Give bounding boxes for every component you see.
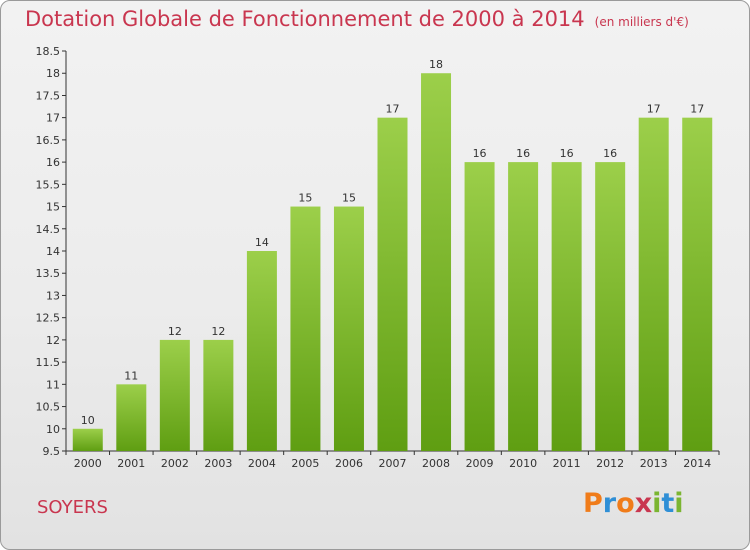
bar-value-label: 17 xyxy=(386,103,400,116)
bar xyxy=(508,162,539,451)
x-tick-label: 2011 xyxy=(553,457,581,470)
y-tick-label: 11.5 xyxy=(36,356,61,369)
x-tick-label: 2014 xyxy=(683,457,711,470)
bar-value-label: 16 xyxy=(603,147,617,160)
y-tick-label: 17 xyxy=(46,112,60,125)
y-tick-label: 12.5 xyxy=(36,312,61,325)
bar xyxy=(159,339,190,451)
bar-value-label: 15 xyxy=(342,192,356,205)
y-tick-label: 18.5 xyxy=(36,45,61,58)
logo-letter: r xyxy=(602,488,617,519)
bar xyxy=(638,117,669,452)
y-tick-label: 9.5 xyxy=(43,445,61,458)
chart-subtitle: (en milliers d'€) xyxy=(594,15,689,29)
x-tick-label: 2013 xyxy=(640,457,668,470)
x-tick-label: 2005 xyxy=(291,457,319,470)
y-tick-label: 18 xyxy=(46,67,60,80)
logo-letter: i xyxy=(674,488,684,519)
bar-value-label: 16 xyxy=(560,147,574,160)
bar xyxy=(682,117,713,452)
logo-letter: P xyxy=(583,488,603,519)
bar-value-label: 15 xyxy=(298,192,312,205)
bar xyxy=(421,73,452,451)
bar xyxy=(203,339,234,451)
bar xyxy=(377,117,408,452)
bar-value-label: 17 xyxy=(647,103,661,116)
y-tick-label: 10.5 xyxy=(36,401,61,414)
bar-value-label: 18 xyxy=(429,58,443,71)
x-tick-label: 2012 xyxy=(596,457,624,470)
bar-value-label: 16 xyxy=(473,147,487,160)
x-tick-label: 2006 xyxy=(335,457,363,470)
logo-letter: o xyxy=(616,488,635,519)
y-tick-label: 12 xyxy=(46,334,60,347)
chart-bars xyxy=(72,73,713,452)
y-tick-label: 17.5 xyxy=(36,89,61,102)
logo-letter: x xyxy=(634,488,653,519)
y-tick-label: 15 xyxy=(46,201,60,214)
bar xyxy=(290,206,321,451)
bar xyxy=(551,162,582,451)
y-tick-label: 15.5 xyxy=(36,178,61,191)
x-tick-label: 2000 xyxy=(74,457,102,470)
y-tick-label: 16 xyxy=(46,156,60,169)
logo-letter: i xyxy=(652,488,662,519)
bar xyxy=(246,251,277,451)
y-tick-label: 11 xyxy=(46,378,60,391)
proxiti-logo: Proxiti xyxy=(583,488,684,519)
x-tick-label: 2002 xyxy=(161,457,189,470)
bar xyxy=(116,384,147,451)
x-tick-label: 2003 xyxy=(204,457,232,470)
logo-letter: t xyxy=(661,488,675,519)
chart-data-labels: 10 11 12 12 14 15 15 17 18 16 16 16 16 17 17 xyxy=(81,58,704,427)
bar-value-label: 16 xyxy=(516,147,530,160)
chart-title-text: Dotation Globale de Fonctionnement de 20… xyxy=(25,7,585,31)
bar xyxy=(464,162,495,451)
y-tick-label: 14 xyxy=(46,245,60,258)
x-tick-label: 2010 xyxy=(509,457,537,470)
x-tick-label: 2008 xyxy=(422,457,450,470)
bar-value-label: 12 xyxy=(211,325,225,338)
chart-title: Dotation Globale de Fonctionnement de 20… xyxy=(25,7,689,31)
x-tick-label: 2007 xyxy=(379,457,407,470)
bar-value-label: 10 xyxy=(81,414,95,427)
x-tick-label: 2009 xyxy=(466,457,494,470)
y-tick-label: 16.5 xyxy=(36,134,61,147)
x-tick-label: 2001 xyxy=(117,457,145,470)
bar-value-label: 17 xyxy=(690,103,704,116)
bar xyxy=(333,206,364,451)
bar-value-label: 12 xyxy=(168,325,182,338)
y-tick-label: 13 xyxy=(46,289,60,302)
y-tick-label: 14.5 xyxy=(36,223,61,236)
chart-axes: 9.5 10 10.5 11 11.5 12 12.5 13 13.5 14 14.5 15 15.5 1… xyxy=(36,45,720,470)
bar-value-label: 14 xyxy=(255,236,269,249)
x-tick-label: 2004 xyxy=(248,457,276,470)
bar-value-label: 11 xyxy=(124,369,138,382)
commune-name: SOYERS xyxy=(37,497,108,518)
y-tick-label: 13.5 xyxy=(36,267,61,280)
y-tick-label: 10 xyxy=(46,423,60,436)
bar xyxy=(72,428,103,451)
bar xyxy=(595,162,626,451)
